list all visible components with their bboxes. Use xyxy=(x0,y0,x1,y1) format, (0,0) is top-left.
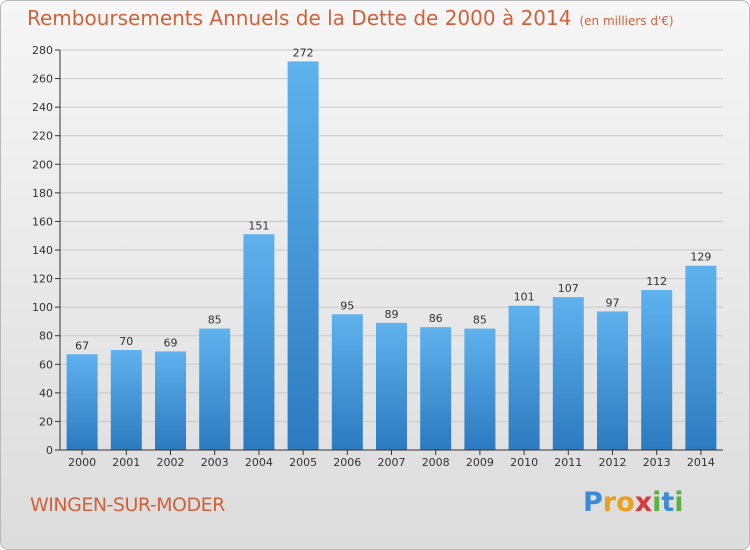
data-label: 272 xyxy=(293,46,314,59)
data-label: 97 xyxy=(606,296,620,309)
bar xyxy=(597,311,628,450)
bar xyxy=(331,314,363,450)
chart-title: Remboursements Annuels de la Dette de 20… xyxy=(27,6,674,30)
y-tick-label: 40 xyxy=(39,387,53,400)
y-tick-label: 220 xyxy=(32,130,53,143)
x-tick-label: 2010 xyxy=(510,456,538,469)
y-tick-label: 280 xyxy=(32,44,53,57)
y-tick-label: 120 xyxy=(32,273,53,286)
bar xyxy=(287,61,319,451)
chart-title-text: Remboursements Annuels de la Dette de 20… xyxy=(27,6,572,30)
bar xyxy=(508,305,540,450)
y-axis-ticks: 0 20 40 60 80 100 120 140 160 180 200 220 240 260 280 xyxy=(32,44,60,457)
logo-letter: o xyxy=(616,487,635,518)
y-tick-label: 180 xyxy=(32,187,53,200)
data-label: 151 xyxy=(248,219,269,232)
y-tick-label: 60 xyxy=(39,358,53,371)
proxiti-logo: Proxiti xyxy=(583,487,684,518)
x-tick-label: 2002 xyxy=(157,456,185,469)
x-tick-label: 2000 xyxy=(68,456,96,469)
bar xyxy=(155,351,186,450)
x-tick-label: 2011 xyxy=(554,456,582,469)
y-tick-label: 200 xyxy=(32,158,53,171)
y-tick-label: 100 xyxy=(32,301,53,314)
data-label: 67 xyxy=(75,339,89,352)
chart-subtitle: (en milliers d'€) xyxy=(579,14,674,28)
data-label: 69 xyxy=(164,336,178,349)
x-tick-label: 2012 xyxy=(599,456,627,469)
data-label: 129 xyxy=(690,251,711,264)
logo-letter: r xyxy=(602,487,617,518)
logo-letter: P xyxy=(583,487,603,518)
y-tick-label: 20 xyxy=(39,415,53,428)
x-tick-label: 2006 xyxy=(333,456,361,469)
y-tick-label: 160 xyxy=(32,215,53,228)
bar xyxy=(641,290,673,450)
x-tick-label: 2014 xyxy=(687,456,715,469)
bar xyxy=(420,327,452,450)
x-tick-label: 2003 xyxy=(201,456,229,469)
data-label: 112 xyxy=(646,275,667,288)
logo-letter: t xyxy=(661,487,675,518)
logo-letter: i xyxy=(652,487,662,518)
data-label: 89 xyxy=(385,308,399,321)
x-tick-label: 2009 xyxy=(466,456,494,469)
x-tick-label: 2007 xyxy=(378,456,406,469)
x-axis-ticks: 2000 2001 2002 2003 2004 2005 2006 2007 2008 2009… xyxy=(68,450,715,469)
data-label: 107 xyxy=(558,282,579,295)
bar xyxy=(376,322,407,450)
data-label: 85 xyxy=(208,314,222,327)
logo-letter: i xyxy=(674,487,684,518)
city-name: WINGEN-SUR-MODER xyxy=(30,494,225,516)
data-label: 95 xyxy=(340,299,354,312)
bar xyxy=(66,354,98,450)
x-tick-label: 2013 xyxy=(643,456,671,469)
x-tick-label: 2008 xyxy=(422,456,450,469)
bar xyxy=(685,265,717,450)
y-tick-label: 260 xyxy=(32,73,53,86)
data-label: 85 xyxy=(473,314,487,327)
data-labels: 67 70 69 85 151 272 95 89 86 85 101 107 97 112 129 xyxy=(75,46,711,352)
x-tick-label: 2004 xyxy=(245,456,273,469)
logo-letter: x xyxy=(634,487,653,518)
bar xyxy=(464,328,496,450)
bar xyxy=(243,234,275,450)
x-tick-label: 2005 xyxy=(289,456,317,469)
bars xyxy=(66,61,717,451)
y-tick-label: 240 xyxy=(32,101,53,114)
bar xyxy=(552,297,584,450)
y-tick-label: 0 xyxy=(46,444,53,457)
data-label: 86 xyxy=(429,312,443,325)
data-label: 70 xyxy=(119,335,133,348)
y-tick-label: 140 xyxy=(32,244,53,257)
bar xyxy=(110,350,142,450)
data-label: 101 xyxy=(514,291,535,304)
y-tick-label: 80 xyxy=(39,330,53,343)
bar xyxy=(199,328,231,450)
x-tick-label: 2001 xyxy=(112,456,140,469)
axes xyxy=(59,50,723,451)
